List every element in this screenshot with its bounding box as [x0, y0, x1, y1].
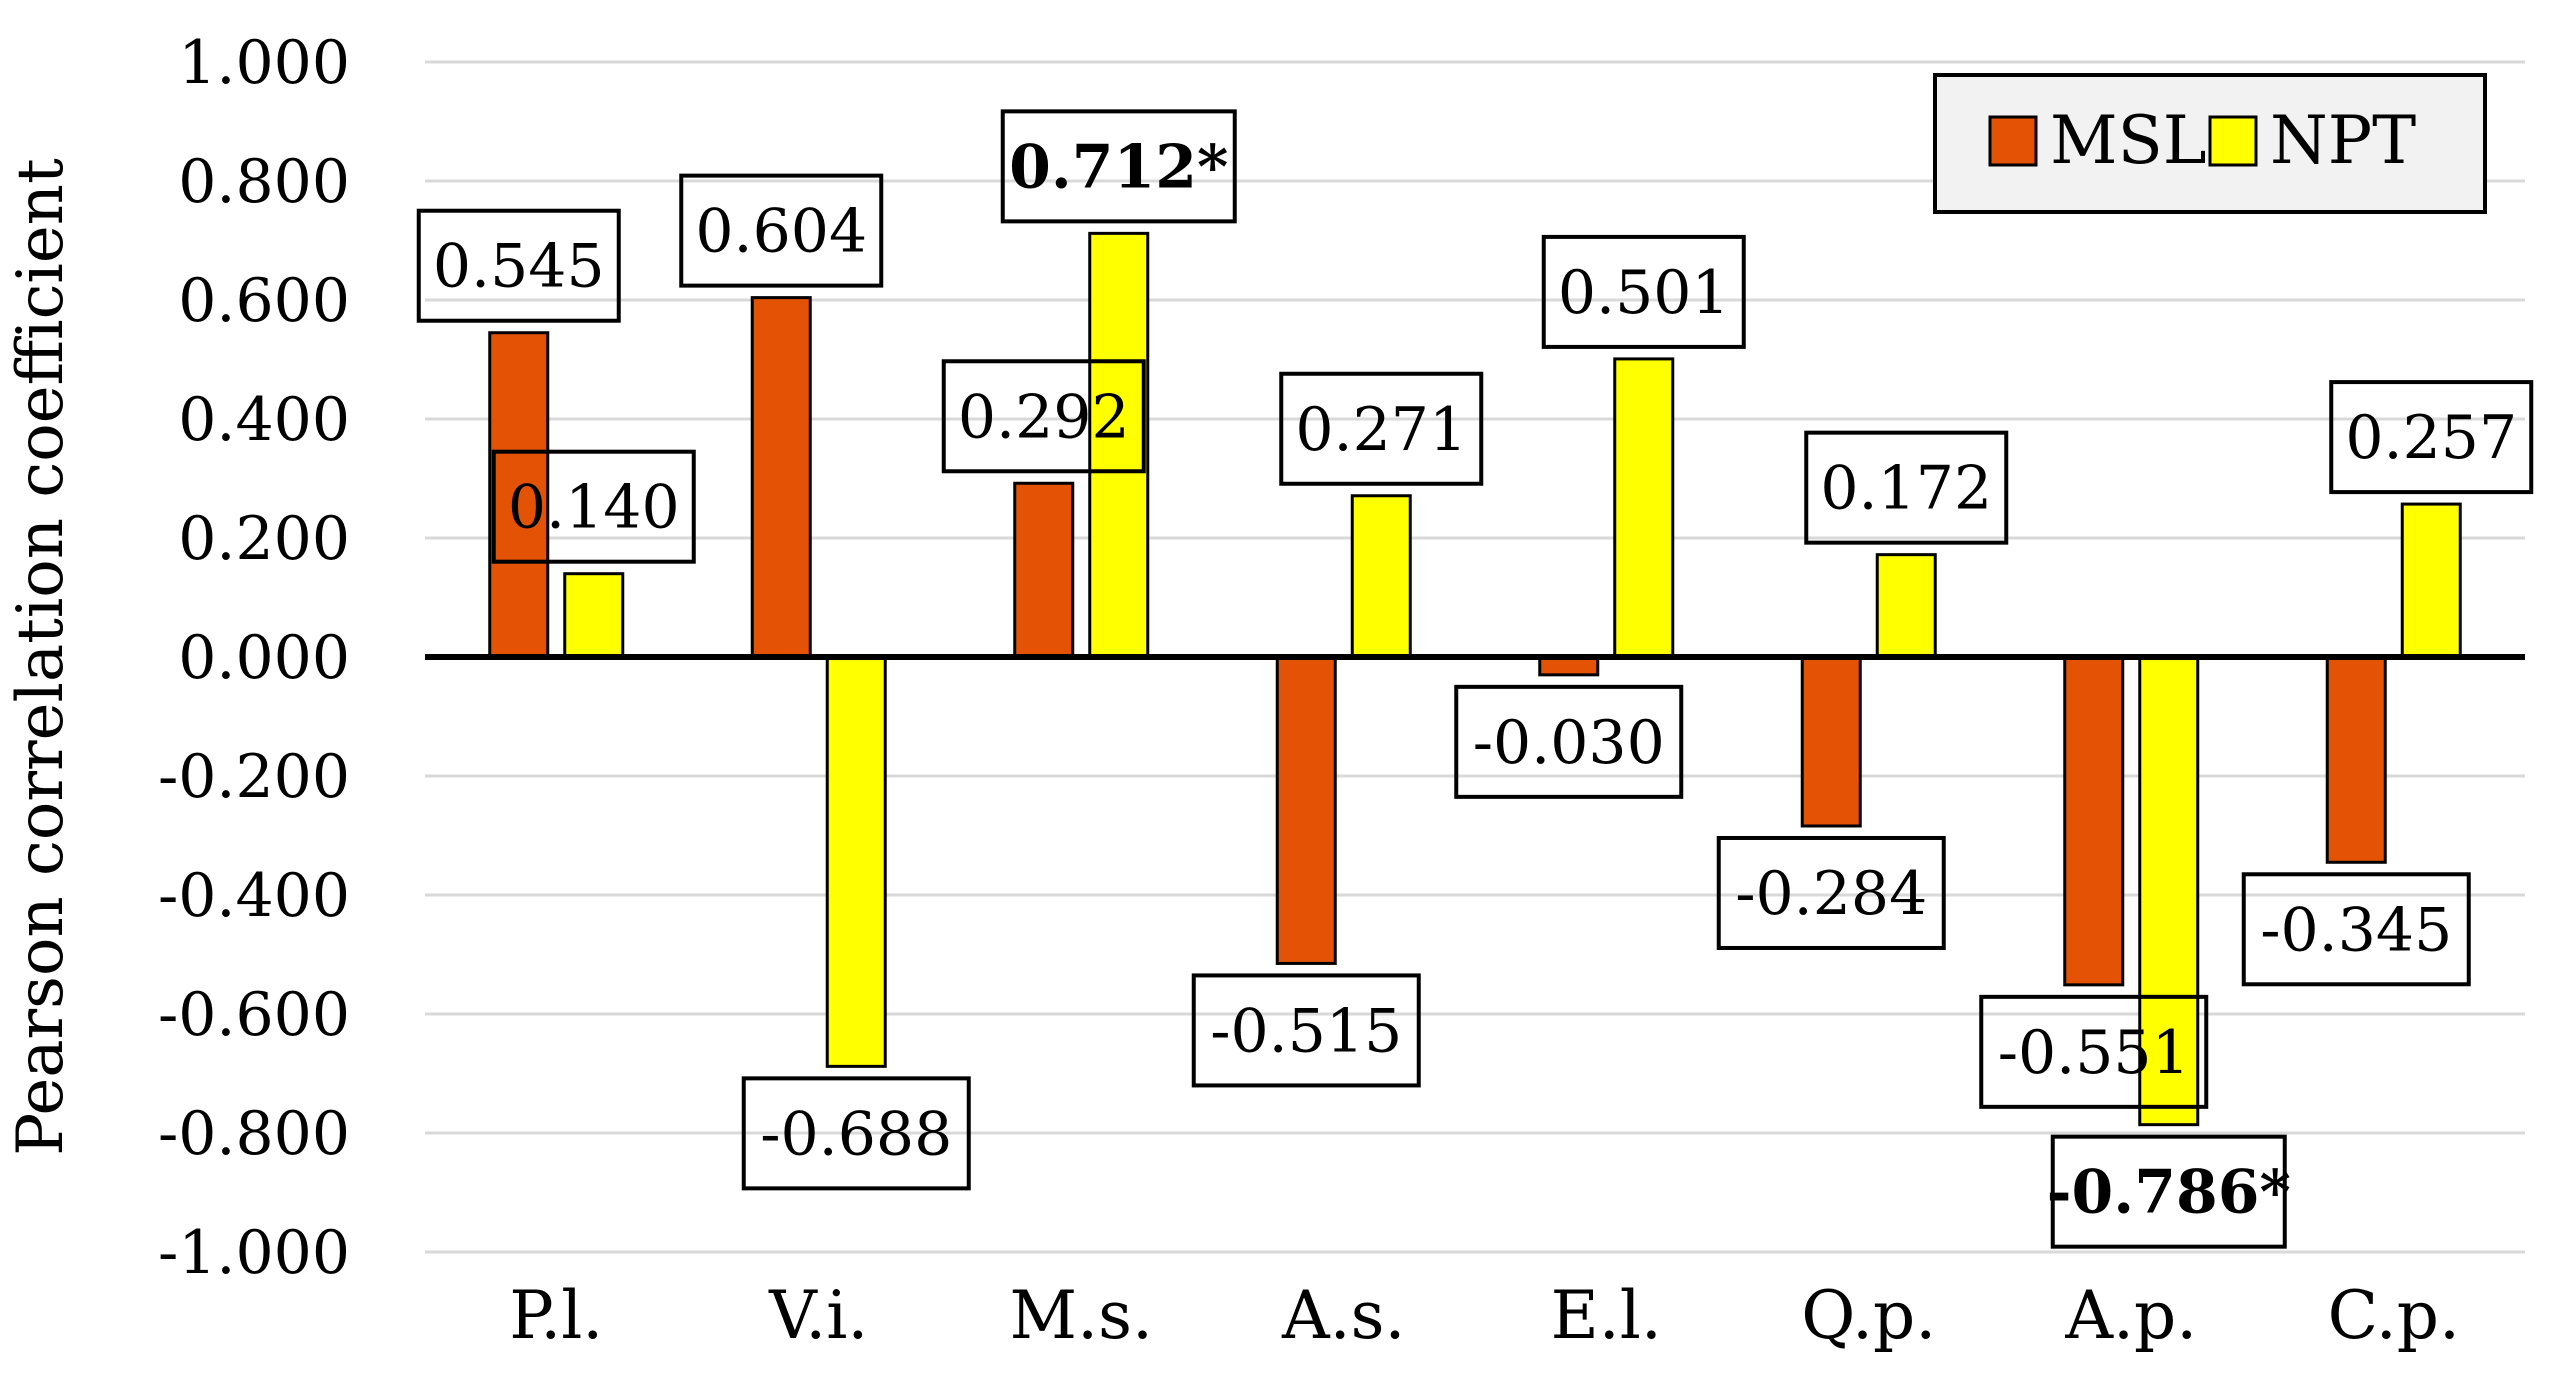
- legend-swatch-msl: [1988, 115, 2038, 167]
- data-label-msl: 0.292: [958, 382, 1130, 452]
- x-category-label: P.l.: [509, 1277, 603, 1354]
- data-label-box: [941, 359, 1146, 474]
- data-label-box: [1541, 234, 1746, 349]
- bar-msl: [2325, 655, 2387, 864]
- x-category-label: V.i.: [768, 1277, 868, 1354]
- data-label-npt: 0.172: [1820, 454, 1992, 524]
- x-category-label: A.p.: [2064, 1277, 2197, 1354]
- data-label-box: [1979, 994, 2209, 1109]
- y-tick-label: 0.200: [178, 504, 350, 574]
- data-label-box: [2050, 1134, 2287, 1249]
- bar-npt: [825, 655, 887, 1068]
- data-label-msl: -0.345: [2260, 895, 2452, 965]
- data-label-box: [2329, 380, 2534, 495]
- data-label-msl: -0.515: [1210, 996, 1402, 1066]
- bar-npt: [2400, 502, 2462, 659]
- data-label-box: [1000, 109, 1237, 224]
- y-tick-label: -0.200: [158, 742, 350, 812]
- bar-npt: [1088, 231, 1150, 659]
- data-label-box: [2241, 872, 2471, 987]
- y-tick-label: 0.000: [178, 623, 350, 693]
- data-label-box: [679, 173, 884, 288]
- data-label-box: [416, 208, 621, 323]
- data-label-npt: -0.688: [760, 1099, 952, 1169]
- bar-msl: [1275, 655, 1337, 965]
- y-tick-label: 0.600: [178, 266, 350, 336]
- x-category-label: E.l.: [1551, 1277, 1662, 1354]
- bars: [488, 231, 2462, 1127]
- y-tick-label: -0.800: [158, 1099, 350, 1169]
- data-label-npt: 0.271: [1295, 395, 1467, 465]
- bar-npt: [1613, 357, 1675, 659]
- data-label-box: [741, 1076, 971, 1191]
- x-category-label: A.s.: [1281, 1277, 1406, 1354]
- bar-npt: [1875, 553, 1937, 659]
- data-label-box: [491, 449, 696, 564]
- data-label-npt: 0.501: [1558, 258, 1730, 328]
- data-label-msl: 0.604: [695, 197, 867, 267]
- data-label-npt: -0.786*: [2047, 1158, 2291, 1228]
- x-category-label: C.p.: [2328, 1277, 2460, 1354]
- bar-msl: [2063, 655, 2125, 987]
- y-tick-label: 0.800: [178, 147, 350, 217]
- data-label-msl: -0.284: [1735, 859, 1927, 929]
- data-labels: 0.545 0.140 0.604 -0.688 0.292 0.712* -0.515 0.…: [416, 109, 2534, 1249]
- bar-npt: [563, 572, 625, 659]
- legend: MSL NPT: [1933, 73, 2487, 214]
- bar-npt: [1350, 494, 1412, 659]
- bar-msl: [1013, 481, 1075, 659]
- data-label-msl: 0.545: [433, 232, 605, 302]
- data-label-npt: 0.257: [2345, 403, 2517, 473]
- legend-label-msl: MSL: [2050, 102, 2207, 179]
- data-label-msl: -0.551: [1998, 1018, 2190, 1088]
- y-tick-label: 1.000: [178, 28, 350, 98]
- bar-npt: [2138, 655, 2200, 1127]
- data-label-box: [1191, 973, 1421, 1088]
- data-label-npt: 0.140: [508, 473, 680, 543]
- x-category-label: Q.p.: [1801, 1277, 1936, 1354]
- data-label-box: [1804, 430, 2009, 545]
- y-tick-label: -0.600: [158, 980, 350, 1050]
- data-label-box: [1279, 371, 1484, 486]
- y-axis-label: Pearson correlation coefficient: [4, 158, 78, 1156]
- bar-msl: [1800, 655, 1862, 828]
- legend-swatch-npt: [2208, 115, 2258, 167]
- bar-msl: [750, 296, 812, 659]
- data-label-box: [1454, 684, 1684, 799]
- legend-label-npt: NPT: [2270, 102, 2416, 179]
- y-tick-label: -1.000: [158, 1218, 350, 1288]
- y-axis-tick-labels: 1.000 0.800 0.600 0.400 0.200 0.000 -0.200 -0.4…: [158, 28, 350, 1288]
- data-label-box: [1716, 835, 1946, 950]
- y-tick-label: -0.400: [158, 861, 350, 931]
- x-category-label: M.s.: [1010, 1277, 1153, 1354]
- data-label-msl: -0.030: [1473, 708, 1665, 778]
- x-axis-category-labels: P.l. V.i. M.s. A.s. E.l. Q.p. A.p. C.p.: [509, 1277, 2460, 1354]
- bar-msl: [488, 331, 550, 659]
- y-tick-label: 0.400: [178, 385, 350, 455]
- data-label-npt: 0.712*: [1009, 132, 1228, 202]
